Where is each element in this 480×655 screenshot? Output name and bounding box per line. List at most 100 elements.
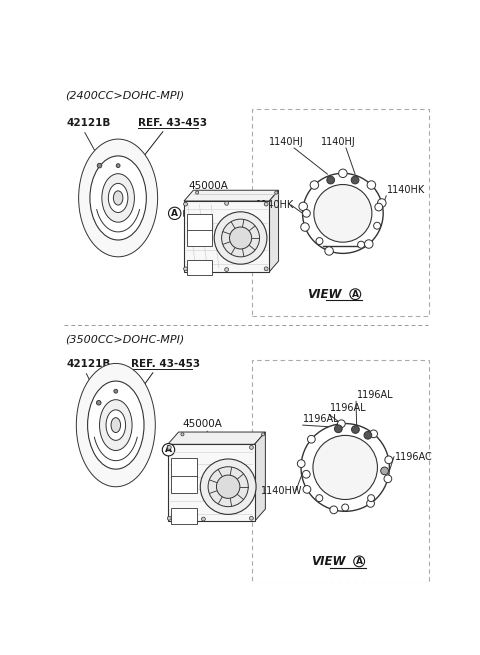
Circle shape [337, 420, 345, 428]
Ellipse shape [94, 391, 137, 459]
Text: 45000A: 45000A [189, 181, 228, 191]
Circle shape [196, 191, 199, 194]
Circle shape [364, 432, 372, 439]
Circle shape [302, 470, 310, 478]
Bar [187, 214, 212, 231]
Text: 1140HW: 1140HW [261, 487, 302, 496]
Circle shape [222, 219, 260, 257]
Bar [252, 109, 429, 316]
Circle shape [370, 430, 377, 438]
Text: 1196AL: 1196AL [330, 403, 366, 413]
Circle shape [97, 163, 102, 168]
Text: (2400CC>DOHC-MPI): (2400CC>DOHC-MPI) [65, 91, 184, 101]
Text: A: A [356, 557, 363, 566]
Text: REF. 43-453: REF. 43-453 [137, 119, 206, 128]
Circle shape [364, 240, 373, 248]
Circle shape [381, 467, 388, 475]
Circle shape [184, 267, 188, 271]
Circle shape [264, 267, 268, 271]
Text: 1196AC: 1196AC [395, 452, 432, 462]
Bar [171, 476, 197, 493]
Circle shape [302, 174, 383, 253]
Bar [171, 508, 197, 523]
Circle shape [342, 504, 348, 511]
Ellipse shape [76, 364, 156, 487]
Text: 1196AL: 1196AL [357, 390, 394, 400]
Bar [187, 259, 212, 275]
Circle shape [202, 517, 205, 521]
Circle shape [367, 500, 374, 507]
Text: 42121B: 42121B [66, 119, 110, 128]
Circle shape [264, 202, 268, 206]
Ellipse shape [99, 400, 132, 451]
Circle shape [299, 202, 308, 211]
Circle shape [200, 459, 256, 514]
Circle shape [302, 210, 311, 217]
Text: 45000A: 45000A [182, 419, 222, 428]
Ellipse shape [79, 139, 157, 257]
Circle shape [354, 556, 365, 567]
Text: 1196AL: 1196AL [303, 414, 340, 424]
Circle shape [229, 227, 252, 249]
Ellipse shape [102, 174, 134, 222]
Text: 1140HJ: 1140HJ [321, 137, 356, 147]
Circle shape [358, 241, 365, 248]
Circle shape [116, 164, 120, 168]
Bar [252, 360, 429, 583]
Circle shape [367, 181, 376, 189]
Circle shape [250, 516, 253, 520]
Circle shape [114, 389, 118, 393]
Circle shape [325, 247, 333, 255]
Polygon shape [254, 432, 265, 521]
Circle shape [168, 207, 181, 219]
Text: 1140HJ: 1140HJ [269, 137, 304, 147]
Text: REF. 43-453: REF. 43-453 [132, 360, 201, 369]
Text: VIEW: VIEW [307, 288, 341, 301]
Ellipse shape [113, 191, 123, 205]
Text: A: A [352, 290, 359, 299]
Text: (3500CC>DOHC-MPI): (3500CC>DOHC-MPI) [65, 334, 184, 345]
Text: 1140HK: 1140HK [387, 185, 425, 195]
Circle shape [216, 475, 240, 498]
Circle shape [316, 238, 323, 244]
Ellipse shape [111, 418, 120, 432]
Circle shape [214, 212, 267, 264]
Text: 42121B: 42121B [66, 360, 110, 369]
Text: 1140HK: 1140HK [256, 200, 294, 210]
Ellipse shape [108, 183, 128, 212]
Circle shape [303, 485, 311, 493]
Text: A: A [165, 445, 172, 454]
Ellipse shape [90, 156, 146, 240]
Circle shape [313, 436, 377, 500]
Text: A: A [171, 209, 178, 218]
Circle shape [308, 436, 315, 443]
Circle shape [314, 185, 372, 242]
Bar [187, 229, 212, 246]
Circle shape [225, 202, 228, 205]
Circle shape [375, 203, 383, 211]
Circle shape [262, 433, 264, 436]
Polygon shape [168, 432, 265, 444]
Circle shape [301, 223, 309, 231]
Circle shape [368, 495, 374, 502]
Circle shape [184, 202, 188, 206]
Circle shape [351, 426, 360, 434]
Circle shape [168, 445, 171, 449]
Ellipse shape [87, 381, 144, 469]
Text: VIEW: VIEW [311, 555, 345, 568]
Circle shape [338, 169, 347, 178]
Circle shape [301, 424, 389, 512]
Polygon shape [269, 190, 278, 272]
Circle shape [96, 400, 101, 405]
Bar [184, 201, 269, 272]
Circle shape [310, 181, 319, 189]
Circle shape [351, 176, 359, 184]
Circle shape [330, 506, 337, 514]
Circle shape [316, 495, 323, 502]
Ellipse shape [106, 410, 126, 440]
Bar [171, 458, 197, 477]
Bar [168, 444, 254, 521]
Circle shape [327, 176, 335, 184]
Circle shape [225, 268, 228, 271]
Circle shape [162, 443, 175, 456]
